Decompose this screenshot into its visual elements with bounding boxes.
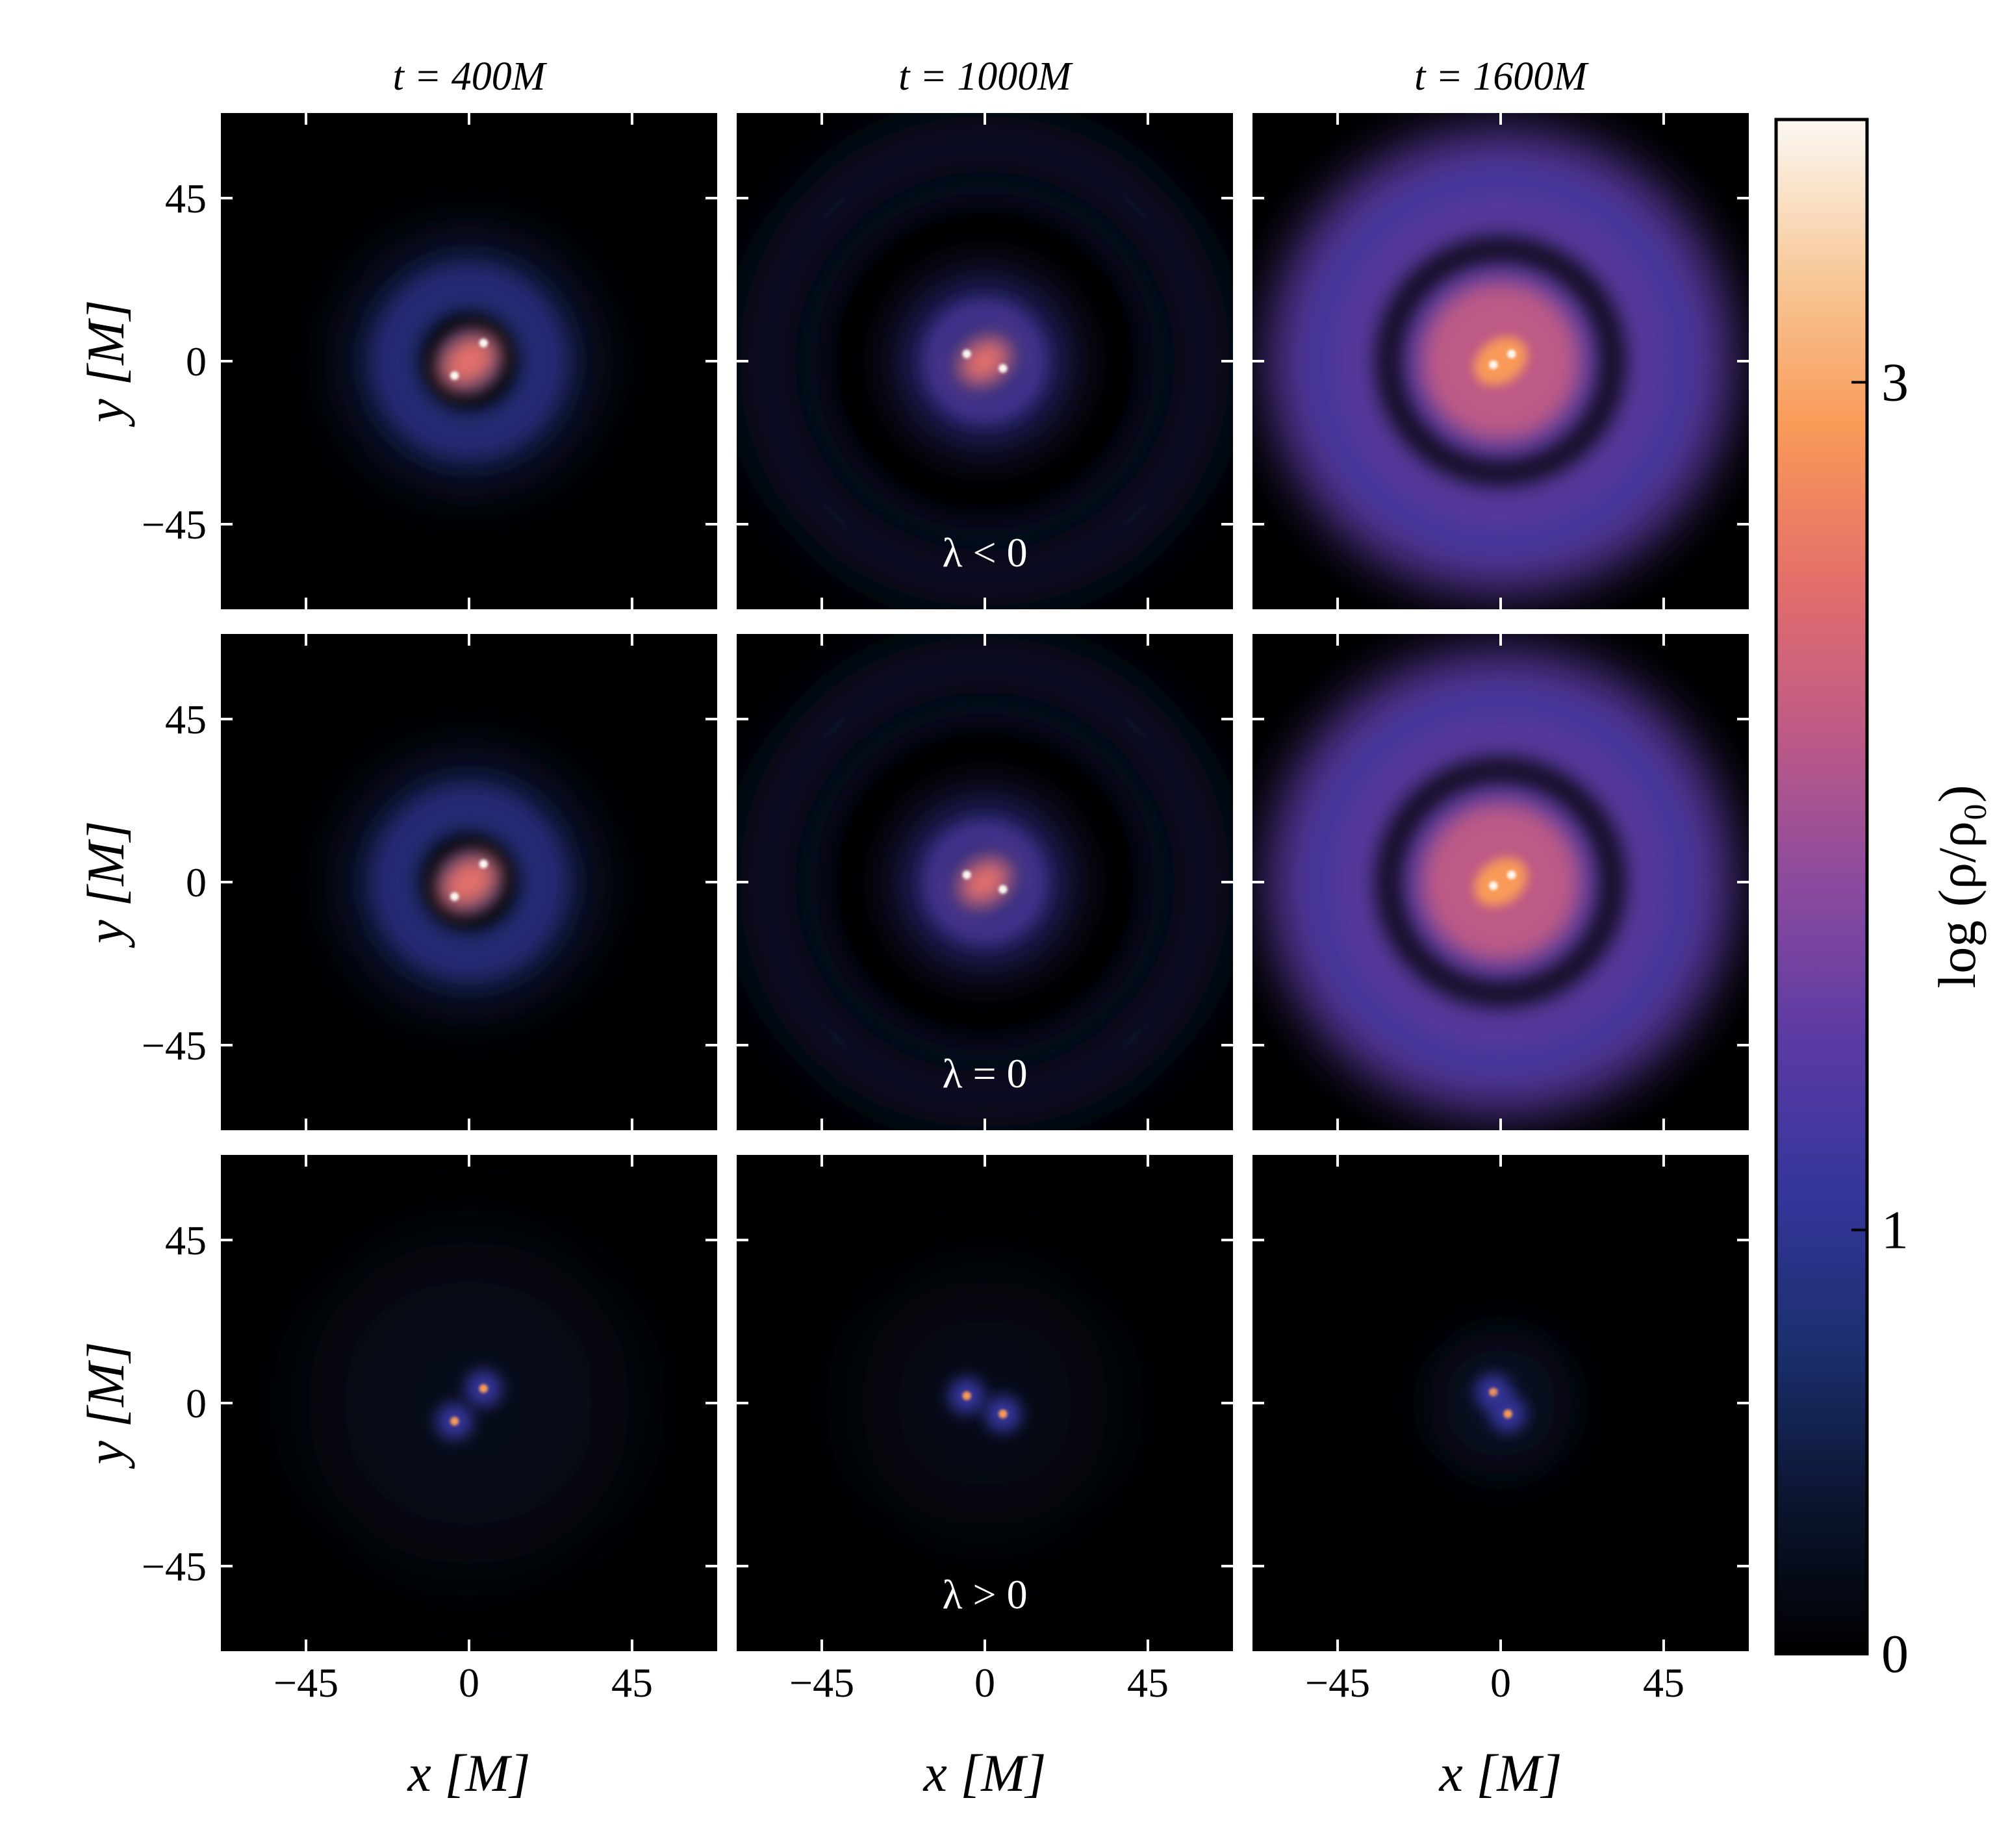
black-hole: [1489, 360, 1498, 370]
y-tick-label: −45: [142, 1543, 207, 1589]
density-ring: [1308, 169, 1693, 553]
density-panel: [1252, 634, 1749, 1130]
density-core: [958, 336, 1012, 386]
density-panel: [737, 113, 1233, 609]
black-hole: [962, 1391, 971, 1400]
row-label: λ > 0: [942, 1571, 1027, 1617]
black-hole: [962, 349, 971, 359]
y-tick-label: 0: [186, 1380, 207, 1426]
black-hole: [1489, 881, 1498, 891]
density-ring: [375, 788, 563, 976]
density-panel: [221, 1155, 717, 1651]
black-hole: [962, 870, 971, 880]
x-tick-label: 0: [1490, 1660, 1511, 1706]
density-ring: [422, 835, 516, 930]
black-hole: [450, 1417, 459, 1426]
density-core: [1473, 336, 1528, 386]
density-halo: [858, 1276, 1112, 1530]
colorbar-label: log (ρ/ρ₀): [1927, 785, 1987, 988]
column-title: t = 1000M: [898, 55, 1073, 99]
density-ring: [738, 114, 1232, 608]
x-tick-label: 45: [1643, 1660, 1684, 1706]
y-tick-label: −45: [142, 501, 207, 548]
black-hole: [479, 1384, 488, 1393]
x-axis-label: x [M]: [922, 1743, 1046, 1803]
density-core: [958, 857, 1012, 907]
colorbar: [1774, 118, 1869, 1656]
density-ring: [1377, 238, 1624, 485]
x-tick-label: 45: [1127, 1660, 1169, 1706]
black-hole: [998, 885, 1008, 894]
density-ring: [375, 267, 563, 455]
y-axis-label: y [M]: [76, 1341, 135, 1469]
y-axis-label: y [M]: [76, 299, 135, 427]
black-hole: [998, 364, 1008, 373]
x-axis-label: x [M]: [1438, 1743, 1562, 1803]
x-axis-label: x [M]: [407, 1743, 530, 1803]
x-tick-label: −45: [1305, 1660, 1370, 1706]
y-tick-label: 45: [165, 175, 207, 222]
density-halo: [306, 1240, 632, 1566]
black-hole: [479, 338, 488, 348]
column-title: t = 1600M: [1414, 55, 1589, 99]
density-ring: [807, 183, 1163, 539]
x-tick-label: −45: [789, 1660, 854, 1706]
density-ring: [422, 314, 516, 409]
colorbar-tick-label: 0: [1881, 1624, 1909, 1684]
black-hole: [1489, 1387, 1498, 1397]
density-panel: [221, 634, 717, 1130]
density-panel: [737, 1155, 1233, 1651]
black-hole: [450, 892, 459, 901]
black-hole: [998, 1410, 1008, 1419]
black-hole: [1507, 349, 1516, 359]
density-panel: [1252, 113, 1749, 609]
black-hole: [450, 371, 459, 380]
density-panel: [1252, 1155, 1749, 1651]
x-tick-label: 0: [974, 1660, 995, 1706]
density-ring: [1377, 759, 1624, 1006]
y-axis-label: y [M]: [76, 820, 135, 948]
density-ring: [807, 704, 1163, 1060]
x-tick-label: 45: [611, 1660, 653, 1706]
density-ring: [1308, 690, 1693, 1074]
density-panel: [737, 634, 1233, 1130]
density-ring: [924, 822, 1045, 943]
colorbar-tick-label: 1: [1881, 1200, 1909, 1261]
x-tick-label: −45: [273, 1660, 338, 1706]
black-hole: [1503, 1410, 1512, 1419]
y-tick-label: 45: [165, 696, 207, 742]
column-title: t = 400M: [393, 55, 548, 99]
density-ring: [924, 301, 1045, 422]
y-tick-label: 45: [165, 1217, 207, 1263]
colorbar-tick-label: 3: [1881, 353, 1909, 413]
y-tick-label: 0: [186, 859, 207, 905]
row-label: λ = 0: [942, 1050, 1027, 1096]
density-ring: [738, 635, 1232, 1129]
y-tick-label: −45: [142, 1022, 207, 1069]
row-label: λ < 0: [942, 529, 1027, 576]
black-hole: [1507, 870, 1516, 880]
density-panel: [221, 113, 717, 609]
black-hole: [479, 859, 488, 868]
y-tick-label: 0: [186, 338, 207, 385]
x-tick-label: 0: [459, 1660, 479, 1706]
density-core: [1473, 857, 1528, 907]
